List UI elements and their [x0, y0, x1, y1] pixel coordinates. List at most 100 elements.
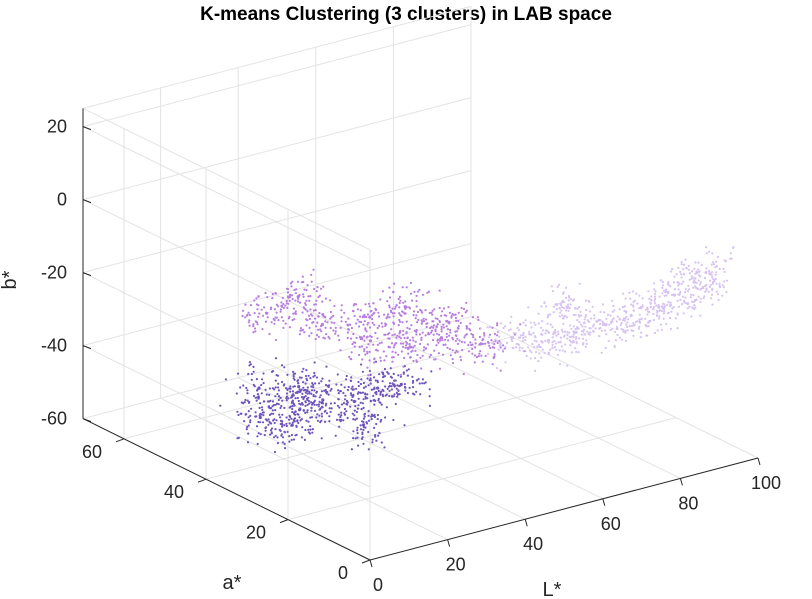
cluster-1-point [292, 438, 296, 441]
grid-edge [82, 107, 371, 251]
cluster-1-point [318, 414, 321, 417]
cluster-2-point [413, 344, 416, 347]
cluster-3-point [667, 300, 670, 304]
cluster-1-point [307, 420, 310, 423]
cluster-1-point [376, 413, 379, 417]
cluster-2-point [496, 324, 499, 327]
cluster-2-point [382, 350, 385, 353]
cluster-2-point [388, 306, 391, 309]
cluster-1-point [430, 370, 433, 373]
cluster-1-point [244, 398, 247, 402]
cluster-2-point [493, 343, 496, 346]
cluster-2-point [451, 362, 455, 365]
cluster-2-point [391, 334, 394, 337]
cluster-3-point [632, 309, 635, 312]
cluster-2-point [399, 373, 403, 376]
cluster-3-point [715, 260, 718, 263]
cluster-1-point [373, 376, 376, 379]
cluster-3-point [612, 317, 616, 320]
cluster-2-point [491, 326, 494, 329]
cluster-3-point [599, 326, 602, 330]
cluster-1-point [301, 392, 304, 395]
cluster-2-point [469, 341, 472, 344]
cluster-2-point [470, 343, 473, 347]
cluster-1-point [366, 377, 369, 380]
cluster-3-point [680, 276, 683, 279]
cluster-2-point [398, 295, 401, 298]
cluster-1-point [350, 394, 353, 397]
cluster-1-point [336, 404, 339, 407]
cluster-1-point [288, 422, 291, 425]
cluster-1-point [381, 380, 384, 383]
cluster-3-point [561, 314, 564, 317]
cluster-3-point [553, 339, 556, 343]
grid-line-sidewall-z [82, 345, 371, 488]
cluster-3-point [593, 314, 596, 317]
x-tick-label: 20 [446, 555, 466, 575]
cluster-1-point [360, 363, 363, 366]
cluster-1-point [246, 399, 249, 402]
cluster-1-point [367, 384, 370, 387]
cluster-2-point [279, 308, 282, 311]
cluster-1-point [359, 391, 362, 395]
cluster-1-point [287, 397, 290, 400]
cluster-1-point [375, 422, 378, 426]
cluster-2-point [379, 298, 382, 301]
cluster-2-point [445, 314, 448, 317]
cluster-1-point [384, 385, 387, 388]
cluster-1-point [380, 418, 383, 421]
cluster-2-point [413, 290, 416, 293]
cluster-1-point [364, 392, 367, 395]
cluster-2-point [483, 334, 486, 337]
cluster-2-point [420, 311, 424, 314]
cluster-1-point [294, 410, 297, 413]
cluster-2-point [421, 293, 425, 296]
cluster-1-point [394, 402, 397, 406]
cluster-2-point [289, 293, 292, 296]
cluster-1-point [417, 378, 420, 381]
cluster-1-point [246, 441, 250, 444]
cluster-3-point [611, 310, 614, 313]
cluster-1-point [317, 403, 321, 406]
cluster-2-point [445, 325, 448, 328]
cluster-3-point [646, 306, 649, 309]
cluster-2-point [418, 288, 421, 291]
cluster-2-point [391, 307, 394, 310]
cluster-3-point [536, 345, 539, 348]
cluster-1-point [296, 396, 299, 400]
cluster-2-center-point [439, 336, 443, 340]
cluster-2-point [286, 306, 289, 309]
cluster-1-point [281, 380, 284, 384]
cluster-3-point [552, 311, 555, 314]
cluster-3-point [572, 333, 576, 336]
cluster-3-point [712, 278, 715, 281]
cluster-1-point [308, 432, 312, 435]
cluster-2-point [322, 336, 325, 339]
cluster-3-point [594, 327, 597, 330]
cluster-3-point [514, 332, 517, 335]
cluster-2-point [248, 324, 251, 327]
cluster-2-point [308, 317, 311, 321]
cluster-3-point [716, 293, 720, 296]
cluster-3-point [590, 317, 593, 320]
cluster-1-point [342, 391, 345, 395]
cluster-1-point [291, 407, 294, 411]
cluster-2-point [354, 341, 357, 344]
cluster-1-point [362, 417, 365, 420]
cluster-1-point [265, 393, 268, 396]
cluster-3-point [584, 315, 587, 319]
cluster-1-point [352, 393, 355, 396]
cluster-2-point [415, 299, 418, 303]
x-tick-mark [447, 539, 451, 547]
cluster-3-point [678, 293, 681, 296]
cluster-3-point [669, 301, 672, 304]
cluster-2-point [404, 346, 407, 349]
cluster-3-point [676, 299, 679, 302]
cluster-1-point [320, 390, 323, 393]
cluster-3-point [690, 277, 693, 280]
cluster-3-point [716, 255, 720, 258]
cluster-2-point [358, 346, 361, 349]
cluster-1-point [277, 395, 280, 398]
cluster-2-point [360, 320, 363, 324]
cluster-1-point [347, 385, 350, 389]
